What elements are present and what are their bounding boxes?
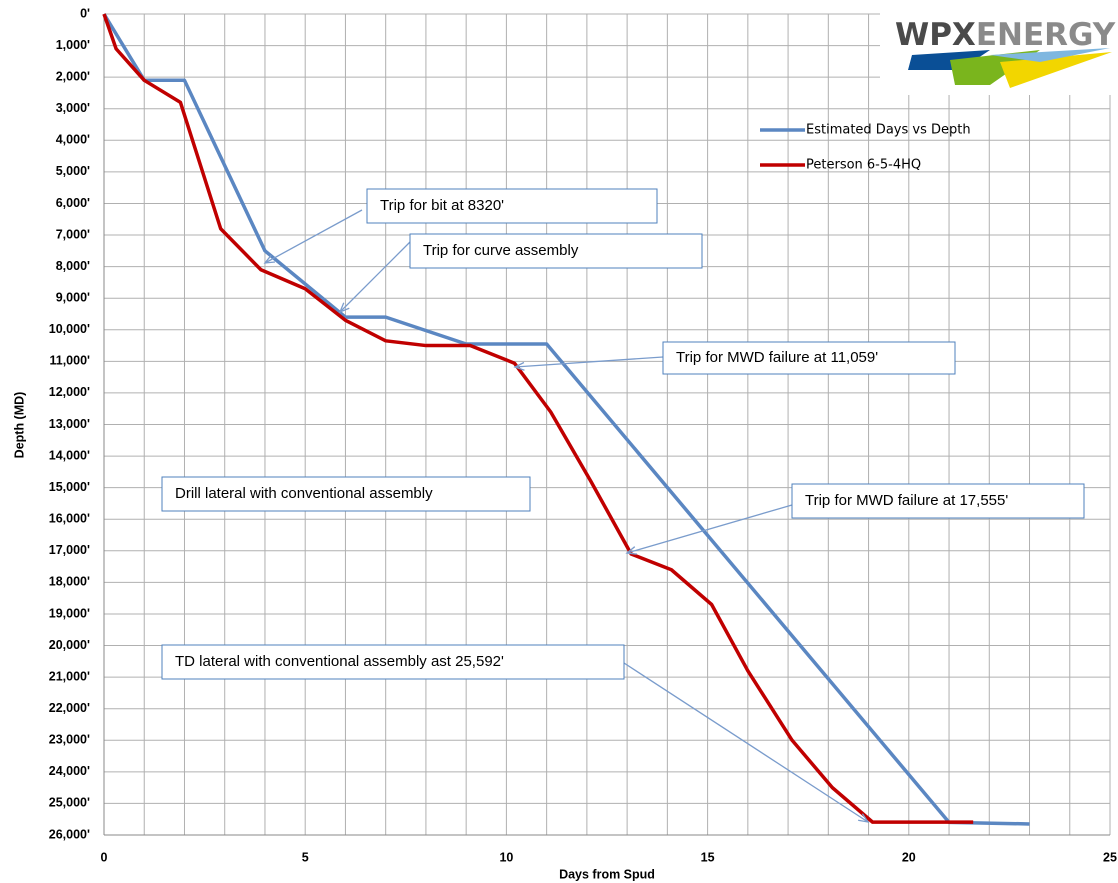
y-tick-label: 5,000' — [56, 164, 90, 178]
y-tick-label: 10,000' — [49, 322, 90, 336]
logo-part: WPX — [895, 17, 976, 53]
y-tick-label: 23,000' — [49, 733, 90, 747]
y-tick-label: 1,000' — [56, 38, 90, 52]
x-tick-label: 15 — [701, 850, 715, 864]
x-axis-title: Days from Spud — [559, 867, 655, 881]
y-tick-label: 22,000' — [49, 701, 90, 715]
annotation-box — [366, 188, 658, 224]
annotation-arrowhead — [625, 546, 638, 555]
annotation-box — [662, 341, 956, 375]
annotation-arrowhead — [513, 361, 525, 371]
annotation-box — [161, 644, 625, 680]
y-tick-label: 6,000' — [56, 196, 90, 210]
x-tick-label: 0 — [101, 850, 108, 864]
y-tick-label: 15,000' — [49, 480, 90, 494]
y-tick-label: 17,000' — [49, 543, 90, 557]
annotation-text: Trip for bit at 8320' — [380, 197, 504, 214]
y-tick-label: 8,000' — [56, 259, 90, 273]
annotation-arrow — [626, 504, 793, 554]
y-tick-label: 16,000' — [49, 512, 90, 526]
annotation-arrow — [264, 209, 363, 264]
annotation-box — [161, 476, 531, 512]
annotation-arrow — [623, 662, 869, 823]
y-tick-label: 25,000' — [49, 796, 90, 810]
y-tick-label: 26,000' — [49, 827, 90, 841]
y-tick-label: 7,000' — [56, 227, 90, 241]
y-axis-title: Depth (MD) — [12, 392, 26, 459]
y-tick-label: 21,000' — [49, 669, 90, 683]
annotation-box — [791, 483, 1085, 519]
annotation-text: Trip for MWD failure at 11,059' — [676, 349, 878, 366]
y-tick-label: 12,000' — [49, 385, 90, 399]
y-tick-label: 24,000' — [49, 764, 90, 778]
annotation-text: Drill lateral with conventional assembly — [175, 485, 433, 502]
logo-part: ENERGY — [976, 17, 1116, 53]
y-tick-label: 19,000' — [49, 606, 90, 620]
legend-label: Peterson 6-5-4HQ — [806, 158, 921, 173]
series-line — [102, 13, 974, 824]
logo-bg — [880, 0, 1118, 95]
series-line — [102, 13, 1030, 826]
y-tick-label: 11,000' — [49, 354, 90, 368]
logo-stripe — [908, 50, 990, 70]
y-tick-label: 3,000' — [56, 101, 90, 115]
y-tick-label: 2,000' — [56, 69, 90, 83]
y-tick-label: 20,000' — [49, 638, 90, 652]
logo: WPXENERGY — [895, 17, 1116, 53]
y-tick-label: 13,000' — [49, 417, 90, 431]
x-tick-label: 25 — [1103, 850, 1117, 864]
annotation-arrowhead — [858, 813, 870, 823]
x-tick-label: 5 — [302, 850, 309, 864]
annotation-box — [409, 233, 703, 269]
x-tick-label: 20 — [902, 850, 916, 864]
logo-stripe — [1000, 52, 1112, 88]
y-tick-label: 0' — [80, 6, 90, 20]
y-tick-label: 14,000' — [49, 448, 90, 462]
annotation-arrowhead — [338, 302, 350, 314]
annotation-arrow — [339, 241, 411, 313]
annotation-text: Trip for curve assembly — [423, 242, 579, 259]
x-tick-label: 10 — [499, 850, 513, 864]
annotation-text: TD lateral with conventional assembly as… — [175, 653, 504, 670]
y-tick-label: 4,000' — [56, 133, 90, 147]
y-tick-label: 18,000' — [49, 575, 90, 589]
y-tick-label: 9,000' — [56, 290, 90, 304]
legend-label: Estimated Days vs Depth — [806, 123, 971, 138]
annotation-arrowhead — [263, 254, 276, 264]
logo-stripe — [990, 48, 1110, 62]
annotation-text: Trip for MWD failure at 17,555' — [805, 492, 1008, 509]
annotation-arrow — [514, 356, 664, 368]
